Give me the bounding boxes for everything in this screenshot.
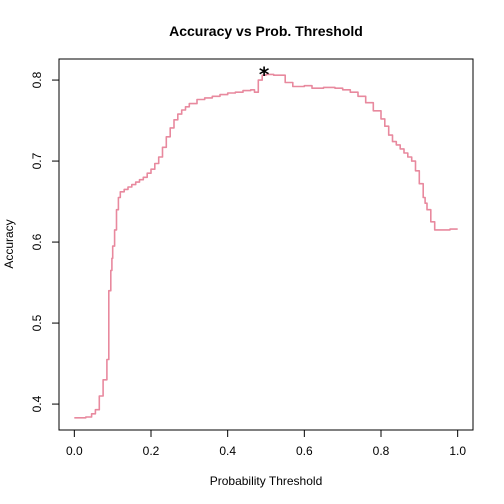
y-tick-label: 0.6 xyxy=(30,233,44,250)
y-tick-label: 0.5 xyxy=(30,314,44,331)
series-layer xyxy=(74,73,458,419)
x-axis: 0.0 0.2 0.4 0.6 0.8 1.0 xyxy=(66,429,466,458)
chart-title: Accuracy vs Prob. Threshold xyxy=(169,23,363,39)
x-tick-label: 0.8 xyxy=(373,444,390,458)
marker-layer: * xyxy=(259,63,270,87)
x-tick-label: 0.6 xyxy=(296,444,313,458)
y-axis-label: Accuracy xyxy=(2,219,16,268)
x-tick-label: 0.4 xyxy=(219,444,236,458)
x-tick-label: 0.0 xyxy=(66,444,83,458)
plot-frame xyxy=(58,58,474,431)
y-axis: 0.4 0.5 0.6 0.7 0.8 xyxy=(30,71,60,412)
y-tick-label: 0.7 xyxy=(30,152,44,169)
y-tick-label: 0.8 xyxy=(30,71,44,88)
y-tick-label: 0.4 xyxy=(30,395,44,412)
x-axis-label: Probability Threshold xyxy=(210,474,323,488)
x-tick-label: 0.2 xyxy=(143,444,160,458)
accuracy-line xyxy=(74,73,458,419)
best-threshold-marker: * xyxy=(259,63,270,87)
x-tick-label: 1.0 xyxy=(449,444,466,458)
